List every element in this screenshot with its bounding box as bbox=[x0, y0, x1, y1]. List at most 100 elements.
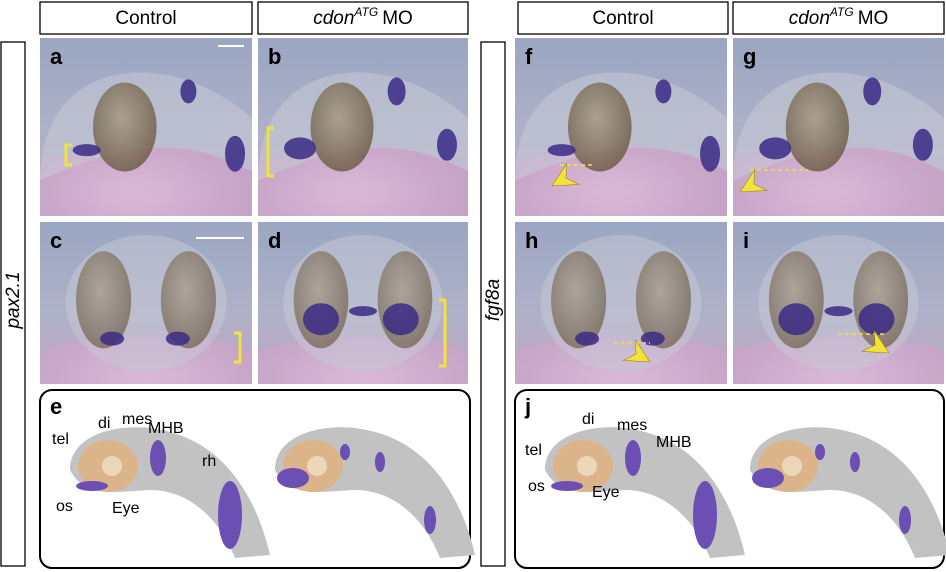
photo-content bbox=[40, 234, 252, 384]
stain bbox=[284, 137, 316, 160]
stain bbox=[863, 77, 882, 106]
superscript: ATG bbox=[353, 5, 378, 19]
stain bbox=[912, 128, 933, 161]
photo-panel: a bbox=[40, 38, 252, 216]
expression bbox=[150, 440, 166, 476]
expression bbox=[693, 481, 717, 549]
row-label: pax2.1 bbox=[3, 271, 24, 329]
eye bbox=[76, 251, 132, 349]
expression bbox=[815, 444, 825, 460]
stain bbox=[575, 331, 600, 346]
arrowhead bbox=[622, 338, 651, 363]
stain bbox=[700, 135, 721, 172]
stain bbox=[655, 79, 672, 104]
diagram-label: Eye bbox=[112, 500, 140, 517]
diagram-label: tel bbox=[525, 442, 542, 459]
expression bbox=[277, 468, 309, 488]
panel-letter: i bbox=[743, 228, 749, 253]
bracket bbox=[266, 126, 274, 178]
expression bbox=[850, 452, 860, 472]
header-box bbox=[39, 1, 253, 35]
photo-content bbox=[515, 72, 727, 216]
stain bbox=[640, 331, 665, 346]
expression bbox=[375, 452, 385, 472]
diagram-label: di bbox=[582, 411, 594, 428]
photo-panel: f bbox=[515, 38, 727, 216]
arrowhead bbox=[861, 329, 890, 354]
eye bbox=[160, 251, 216, 349]
column-header: cdonATG MO bbox=[789, 5, 889, 29]
expression bbox=[218, 481, 242, 549]
stain bbox=[165, 331, 190, 346]
stain bbox=[382, 303, 419, 336]
diagram-label: mes bbox=[617, 417, 647, 434]
lens bbox=[307, 456, 327, 476]
stain bbox=[100, 331, 125, 346]
panel-letter: j bbox=[524, 394, 531, 419]
diagram-label: MHB bbox=[148, 420, 184, 437]
superscript: ATG bbox=[829, 5, 854, 19]
bracket bbox=[64, 143, 72, 167]
stain bbox=[180, 79, 197, 104]
stain bbox=[72, 144, 101, 157]
arrowhead bbox=[739, 168, 768, 193]
photo-panel: i bbox=[733, 222, 944, 384]
panel-letter: b bbox=[268, 44, 281, 69]
header-box bbox=[257, 1, 469, 35]
photo-content bbox=[40, 72, 252, 216]
diagram-label: di bbox=[98, 415, 110, 432]
eye bbox=[568, 82, 632, 172]
yolk bbox=[733, 144, 944, 216]
photo-panel: h bbox=[515, 222, 727, 384]
stain bbox=[759, 137, 792, 160]
stain bbox=[858, 303, 895, 336]
photo-panel: g bbox=[733, 38, 944, 216]
stain bbox=[303, 303, 339, 336]
yolk bbox=[515, 144, 727, 216]
diagram-label: mes bbox=[122, 411, 152, 428]
stain bbox=[824, 306, 853, 317]
eye bbox=[310, 82, 374, 172]
panel-letter: f bbox=[525, 44, 533, 69]
photo-panel: b bbox=[258, 38, 468, 216]
row-label: fgf8a bbox=[483, 279, 504, 321]
bracket bbox=[439, 298, 447, 368]
eye bbox=[785, 82, 850, 172]
diagram-label: rh bbox=[202, 453, 216, 470]
photo-content bbox=[515, 234, 727, 384]
panel-letter: d bbox=[268, 228, 281, 253]
diagram-label: MHB bbox=[656, 434, 692, 451]
photo-content bbox=[258, 72, 468, 216]
eye bbox=[93, 82, 157, 172]
panel-letter: e bbox=[50, 394, 62, 419]
expression bbox=[752, 468, 784, 488]
lens bbox=[577, 456, 597, 476]
stain bbox=[437, 128, 457, 161]
diagram-label: tel bbox=[52, 431, 69, 448]
lens bbox=[102, 456, 122, 476]
arrowhead bbox=[551, 162, 580, 187]
header-text: Control bbox=[115, 8, 176, 29]
column-header: Control bbox=[115, 8, 176, 29]
header-text: Control bbox=[592, 8, 653, 29]
stain bbox=[387, 77, 406, 106]
yolk bbox=[258, 144, 468, 216]
gene-name: cdon bbox=[789, 8, 830, 29]
expression bbox=[551, 481, 583, 491]
panel-letter: a bbox=[50, 44, 63, 69]
gene-name: cdon bbox=[313, 8, 354, 29]
yolk bbox=[40, 144, 252, 216]
diagram-label: os bbox=[56, 498, 73, 515]
panel-letter: g bbox=[743, 44, 756, 69]
stain bbox=[547, 144, 576, 157]
column-header: cdonATG MO bbox=[313, 5, 413, 29]
stain bbox=[225, 135, 246, 172]
stain bbox=[778, 303, 815, 336]
header-suffix: MO bbox=[382, 8, 413, 29]
stain bbox=[349, 306, 377, 317]
expression bbox=[625, 440, 641, 476]
panel-letter: c bbox=[50, 228, 62, 253]
eye bbox=[635, 251, 691, 349]
lens bbox=[782, 456, 802, 476]
